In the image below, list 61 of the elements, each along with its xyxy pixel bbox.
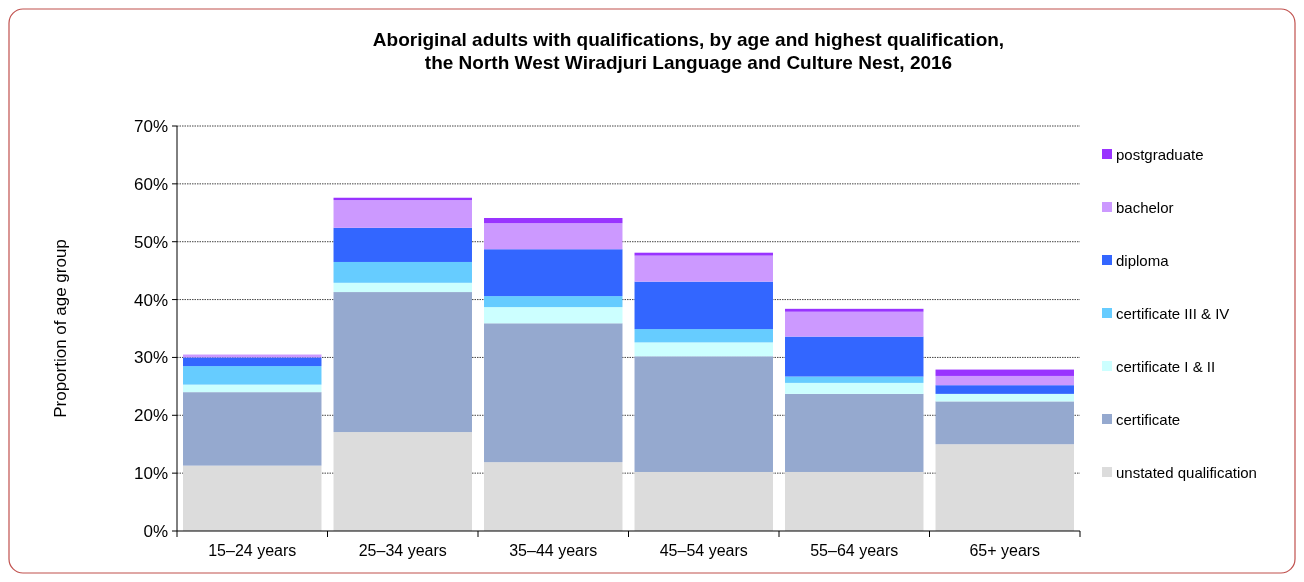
bar	[333, 292, 472, 433]
bar	[333, 261, 472, 283]
bar	[634, 471, 773, 531]
bar	[634, 356, 773, 472]
bar	[484, 462, 623, 531]
x-tick-label: 25–34 years	[358, 542, 447, 559]
bar	[785, 471, 924, 531]
bar	[785, 382, 924, 394]
y-axis-title: Proportion of age group	[51, 239, 70, 418]
bar	[785, 376, 924, 383]
bar	[634, 255, 773, 282]
bar	[484, 323, 623, 463]
bar	[935, 375, 1074, 386]
bar	[785, 336, 924, 377]
legend-label: diploma	[1116, 252, 1170, 270]
x-tick-label: 55–64 years	[810, 542, 899, 559]
legend-label: postgraduate	[1116, 146, 1204, 164]
bar	[333, 227, 472, 262]
bar	[785, 393, 924, 472]
bar	[183, 357, 322, 367]
bar	[484, 223, 623, 250]
bar	[785, 311, 924, 337]
y-tick-label: 40%	[133, 290, 168, 310]
y-tick-label: 50%	[133, 232, 168, 252]
bar	[634, 281, 773, 330]
y-tick-label: 10%	[133, 464, 168, 484]
chart-title: Aboriginal adults with qualifications, by age and highest qualification, the North West Wiradjuri Language and Culture Nest, 2016	[372, 29, 1005, 73]
bar	[634, 342, 773, 357]
legend-label: certificate	[1116, 411, 1181, 429]
y-tick-label: 30%	[133, 348, 168, 368]
bar	[183, 384, 322, 393]
x-tick-label: 35–44 years	[509, 542, 598, 559]
x-tick-label: 15–24 years	[208, 542, 297, 559]
legend-label: bachelor	[1116, 199, 1174, 217]
bar	[484, 296, 623, 308]
bar	[785, 308, 924, 312]
bar	[935, 385, 1074, 394]
bar	[935, 444, 1074, 531]
y-tick-label: 20%	[133, 406, 168, 426]
bar	[634, 252, 773, 256]
x-tick-label: 45–54 years	[659, 542, 748, 559]
legend-label: certificate I & II	[1116, 358, 1216, 376]
bar	[333, 200, 472, 228]
y-tick-label: 60%	[133, 174, 168, 194]
bar	[484, 307, 623, 324]
bar	[935, 401, 1074, 445]
bar	[484, 217, 623, 224]
bar	[935, 393, 1074, 402]
bar	[935, 369, 1074, 376]
y-tick-label: 0%	[143, 521, 168, 541]
bar	[183, 465, 322, 531]
y-tick-label: 70%	[133, 116, 168, 136]
bar	[484, 249, 623, 297]
bar	[333, 282, 472, 293]
legend-label: unstated qualification	[1116, 464, 1257, 482]
bar	[183, 366, 322, 385]
bar	[634, 329, 773, 343]
bar	[183, 392, 322, 466]
x-tick-label: 65+ years	[969, 542, 1041, 559]
bar	[333, 432, 472, 531]
legend-label: certificate III & IV	[1116, 305, 1230, 323]
